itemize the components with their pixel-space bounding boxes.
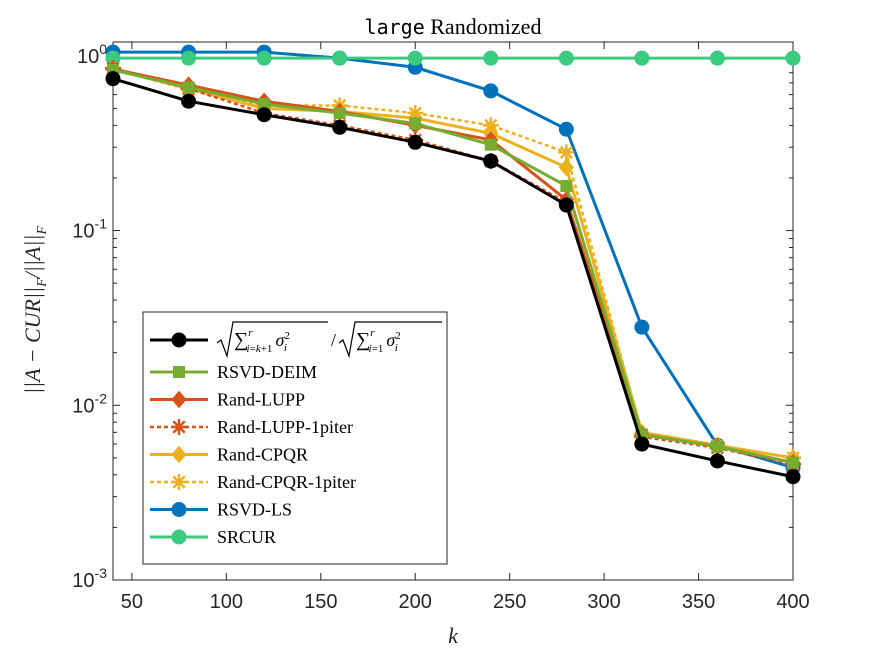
x-tick-label: 350: [682, 591, 715, 613]
data-point: [332, 119, 348, 135]
x-tick-label: 150: [304, 591, 337, 613]
legend-marker: [171, 419, 187, 435]
legend-marker: [171, 474, 187, 490]
legend-entry: SRCUR: [150, 527, 276, 547]
chart-title: large Randomized: [365, 14, 542, 39]
series-7: [105, 50, 801, 66]
data-point: [634, 319, 650, 335]
data-point: [332, 50, 348, 66]
data-point: [787, 456, 799, 469]
data-point: [409, 117, 422, 130]
legend-label: Rand-LUPP: [217, 390, 305, 410]
data-point: [333, 107, 346, 120]
y-tick-label: 100: [77, 41, 107, 68]
data-point: [558, 144, 575, 161]
y-tick-label: 10-3: [72, 565, 107, 592]
x-tick-label: 300: [587, 591, 620, 613]
legend-label: Rand-CPQR-1piter: [217, 472, 356, 492]
y-axis: 10-3 10-2 10-1 100: [72, 41, 793, 592]
legend-label-formula: ∑r i=k+1 σ2 i / ∑r i=1 σ2 i: [216, 321, 442, 359]
data-point: [182, 81, 195, 94]
legend-entry: Rand-CPQR-1piter: [150, 472, 356, 492]
legend: ∑r i=k+1 σ2 i / ∑r i=1 σ2 i RSVD-DEIM Rand-LUPP Ran…: [142, 311, 448, 565]
data-point: [558, 50, 574, 66]
series-line: [112, 77, 794, 479]
y-tick-label: 10-1: [72, 216, 107, 243]
legend-label: SRCUR: [217, 527, 276, 547]
data-point: [483, 83, 499, 99]
legend-label: Rand-LUPP-1piter: [217, 417, 353, 437]
data-point: [181, 93, 197, 109]
data-point: [483, 50, 499, 66]
data-point: [256, 107, 272, 123]
legend-label: Rand-CPQR: [217, 445, 308, 465]
data-point: [483, 153, 499, 169]
x-tick-label: 250: [493, 591, 526, 613]
x-axis-label: k: [448, 623, 459, 648]
svg-text:/: /: [331, 330, 336, 350]
series-line: [113, 50, 794, 470]
data-point: [407, 50, 423, 66]
legend-marker: [171, 332, 187, 348]
data-point: [634, 50, 650, 66]
legend-marker: [171, 445, 187, 464]
data-point: [407, 134, 423, 150]
series-layer: [105, 44, 801, 485]
legend-label: RSVD-DEIM: [217, 362, 317, 382]
data-point: [558, 197, 574, 213]
data-point: [558, 158, 574, 177]
series-1: [107, 63, 799, 469]
data-point: [560, 179, 573, 192]
series-line: [112, 67, 794, 460]
x-axis: 50 100 150 200 250 300 350 400: [121, 42, 810, 613]
data-point: [785, 50, 801, 66]
legend-box: [142, 311, 448, 565]
legend-entry: Rand-CPQR: [150, 445, 308, 465]
legend-marker: [171, 390, 187, 409]
legend-entry: Rand-LUPP: [150, 390, 305, 410]
legend-marker: [173, 366, 185, 378]
y-tick-label: 10-2: [72, 390, 107, 417]
x-tick-label: 200: [399, 591, 432, 613]
legend-label: RSVD-LS: [217, 500, 292, 520]
series-line: [112, 68, 794, 465]
x-tick-label: 400: [776, 591, 809, 613]
data-point: [709, 50, 725, 66]
legend-entry: RSVD-DEIM: [150, 362, 317, 382]
data-point: [634, 436, 650, 452]
data-point: [711, 440, 724, 453]
legend-entry: RSVD-LS: [150, 500, 292, 520]
data-point: [181, 50, 197, 66]
data-point: [484, 138, 497, 151]
x-tick-label: 50: [121, 591, 143, 613]
data-point: [785, 469, 801, 485]
legend-marker: [171, 502, 187, 517]
x-tick-label: 100: [210, 591, 243, 613]
legend-marker: [171, 529, 187, 545]
data-point: [105, 71, 121, 87]
data-point: [256, 50, 272, 66]
data-point: [558, 121, 574, 137]
legend-entry: ∑r i=k+1 σ2 i / ∑r i=1 σ2 i: [150, 321, 442, 359]
series-0: [105, 71, 801, 485]
legend-entry: Rand-LUPP-1piter: [150, 417, 353, 437]
data-point: [709, 453, 725, 469]
